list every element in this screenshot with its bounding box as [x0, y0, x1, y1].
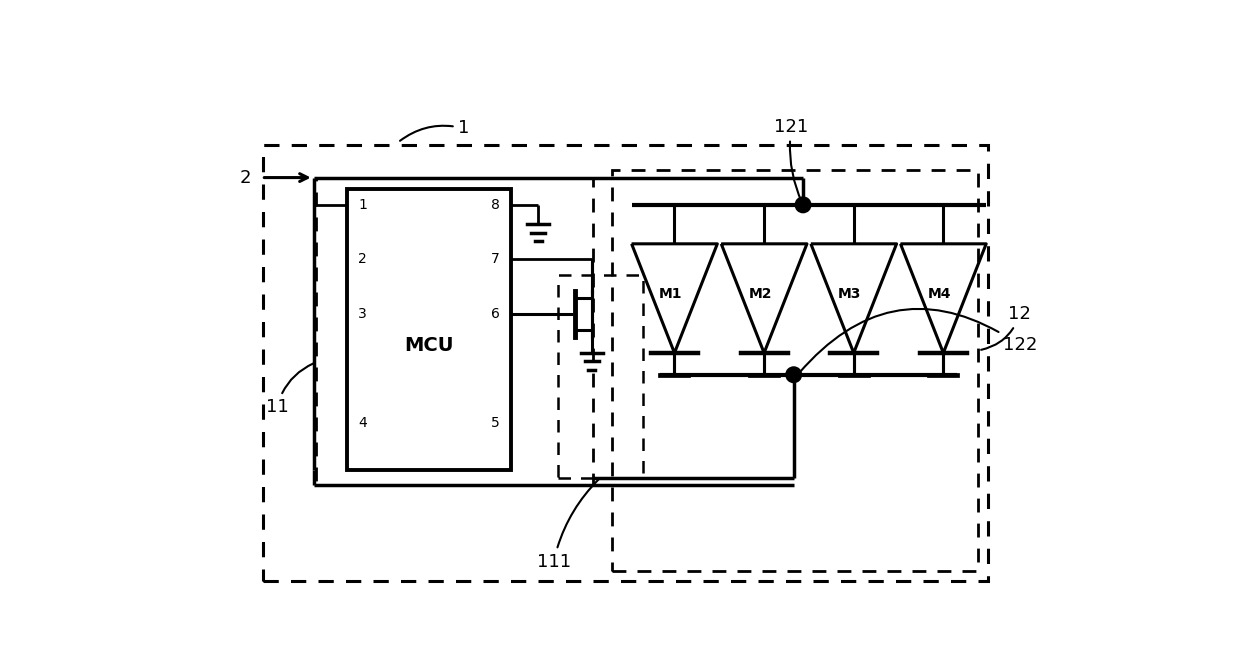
Text: 5: 5	[491, 416, 500, 430]
Text: M1: M1	[658, 287, 682, 301]
Bar	[316, 178, 593, 486]
Text: M2: M2	[749, 287, 773, 301]
Text: 2: 2	[358, 253, 367, 267]
Text: 6: 6	[491, 307, 500, 321]
Text: 1: 1	[401, 120, 470, 141]
Bar	[613, 170, 978, 571]
Text: MCU: MCU	[404, 335, 454, 355]
Text: 7: 7	[491, 253, 500, 267]
Circle shape	[795, 197, 811, 212]
Text: M3: M3	[838, 287, 862, 301]
Text: 2: 2	[241, 168, 252, 186]
Bar	[347, 189, 511, 470]
Text: 121: 121	[774, 118, 808, 202]
Text: 8: 8	[491, 198, 500, 212]
Text: 122: 122	[800, 309, 1037, 373]
Text: 3: 3	[358, 307, 367, 321]
Bar	[263, 145, 988, 581]
Text: 12: 12	[981, 305, 1032, 350]
Text: 111: 111	[537, 480, 599, 570]
Bar	[558, 275, 644, 478]
Text: M4: M4	[928, 287, 951, 301]
Text: 11: 11	[265, 363, 314, 416]
Circle shape	[786, 367, 801, 383]
Text: 4: 4	[358, 416, 367, 430]
Text: 1: 1	[358, 198, 367, 212]
